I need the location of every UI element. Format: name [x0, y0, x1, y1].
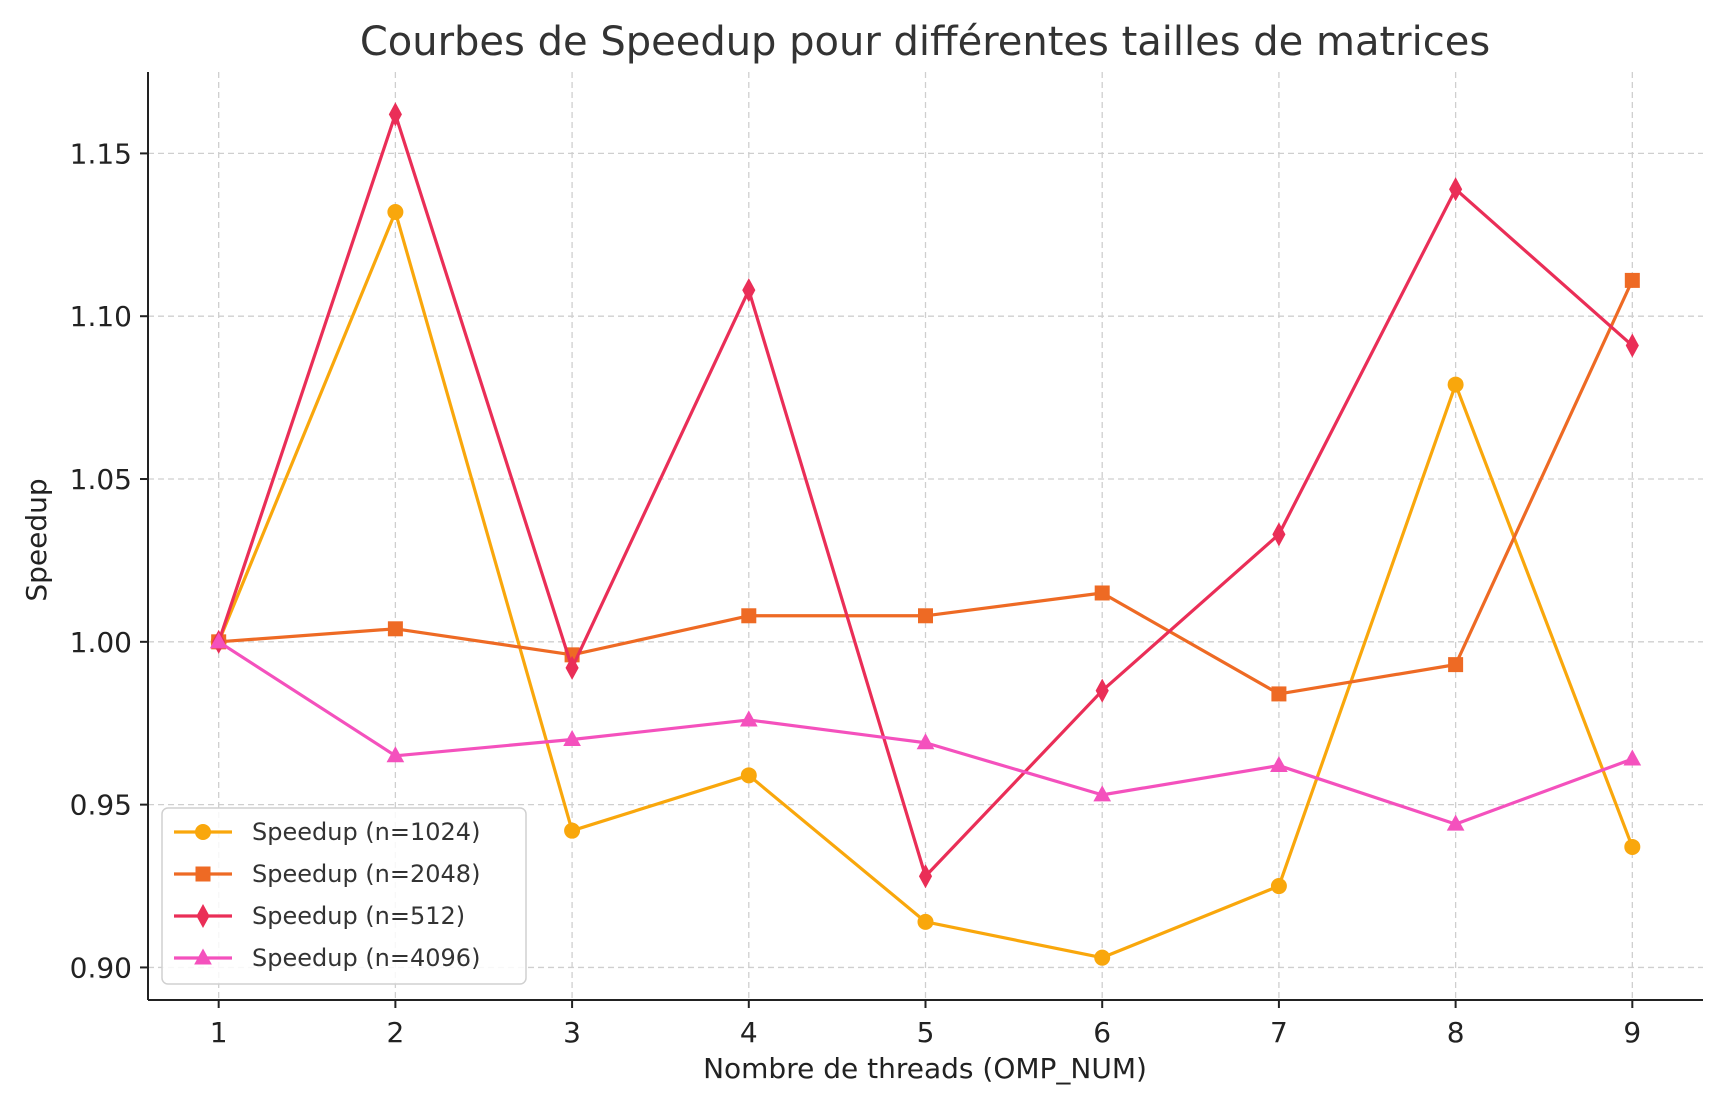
data-point	[387, 204, 404, 221]
legend-marker	[195, 824, 211, 840]
data-point	[1624, 838, 1641, 855]
legend-label: Speedup (n=4096)	[252, 944, 480, 972]
x-tick-label: 9	[1623, 1016, 1641, 1049]
y-tick-label: 0.95	[70, 789, 132, 822]
data-point	[1270, 756, 1288, 773]
data-point	[1271, 686, 1287, 702]
chart-title: Courbes de Speedup pour différentes tail…	[360, 19, 1490, 65]
y-tick-label: 1.00	[70, 626, 132, 659]
data-point	[741, 608, 757, 624]
y-tick-label: 1.05	[70, 463, 132, 496]
data-point	[1624, 272, 1640, 288]
data-point	[916, 733, 935, 750]
x-tick-label: 3	[563, 1016, 581, 1049]
data-point	[740, 767, 757, 784]
legend-marker	[195, 866, 211, 882]
series-layer	[209, 102, 1642, 966]
data-point	[564, 822, 581, 839]
legend-item: Speedup (n=512)	[174, 902, 465, 930]
data-point	[739, 710, 758, 727]
x-tick-label: 4	[740, 1016, 758, 1049]
x-tick-label: 7	[1270, 1016, 1288, 1049]
x-tick-label: 6	[1093, 1016, 1111, 1049]
data-point	[1094, 585, 1110, 601]
legend-label: Speedup (n=1024)	[252, 818, 480, 846]
legend-item: Speedup (n=1024)	[174, 818, 480, 846]
data-point	[1447, 376, 1464, 393]
data-point	[209, 632, 228, 649]
data-point	[1093, 785, 1112, 802]
legend-item: Speedup (n=4096)	[174, 944, 480, 972]
y-tick-label: 0.90	[70, 951, 132, 984]
data-point	[1270, 878, 1287, 895]
data-point	[1448, 657, 1464, 673]
data-point	[563, 729, 581, 747]
legend-box	[161, 807, 527, 985]
data-point	[1094, 949, 1111, 966]
data-point	[1625, 333, 1639, 358]
x-axis-label: Nombre de threads (OMP_NUM)	[703, 1052, 1147, 1085]
x-tick-label: 5	[917, 1016, 935, 1049]
series-triangle	[209, 632, 1642, 831]
data-point	[1446, 814, 1465, 831]
y-tick-label: 1.10	[70, 300, 132, 333]
data-point	[565, 655, 579, 680]
data-point	[918, 864, 933, 889]
legend-marker	[194, 948, 212, 965]
data-point	[917, 913, 934, 930]
grid-layer	[148, 72, 1703, 1000]
legend-marker	[196, 903, 210, 929]
data-point	[1272, 522, 1286, 547]
data-point	[742, 278, 756, 303]
data-point	[386, 746, 405, 763]
x-tick-label: 8	[1447, 1016, 1465, 1049]
data-point	[387, 621, 403, 637]
data-point	[388, 102, 402, 127]
ticks-layer: 1 2 3 4 5 6 7 8 9 0.90 0.95 1.00 1.05 1.10 1.15	[70, 137, 1642, 1049]
legend-item: Speedup (n=2048)	[174, 860, 480, 888]
legend: Speedup (n=1024) Speedup (n=2048) Speedup …	[161, 807, 527, 985]
x-tick-label: 2	[386, 1016, 404, 1049]
data-point	[1449, 177, 1463, 202]
legend-label: Speedup (n=512)	[252, 902, 465, 930]
data-point	[1623, 749, 1642, 766]
data-point	[918, 608, 933, 624]
y-axis-label: Speedup	[20, 478, 53, 601]
legend-label: Speedup (n=2048)	[252, 860, 480, 888]
y-tick-label: 1.15	[70, 137, 132, 170]
x-tick-label: 1	[210, 1016, 228, 1049]
data-point	[1095, 678, 1109, 703]
